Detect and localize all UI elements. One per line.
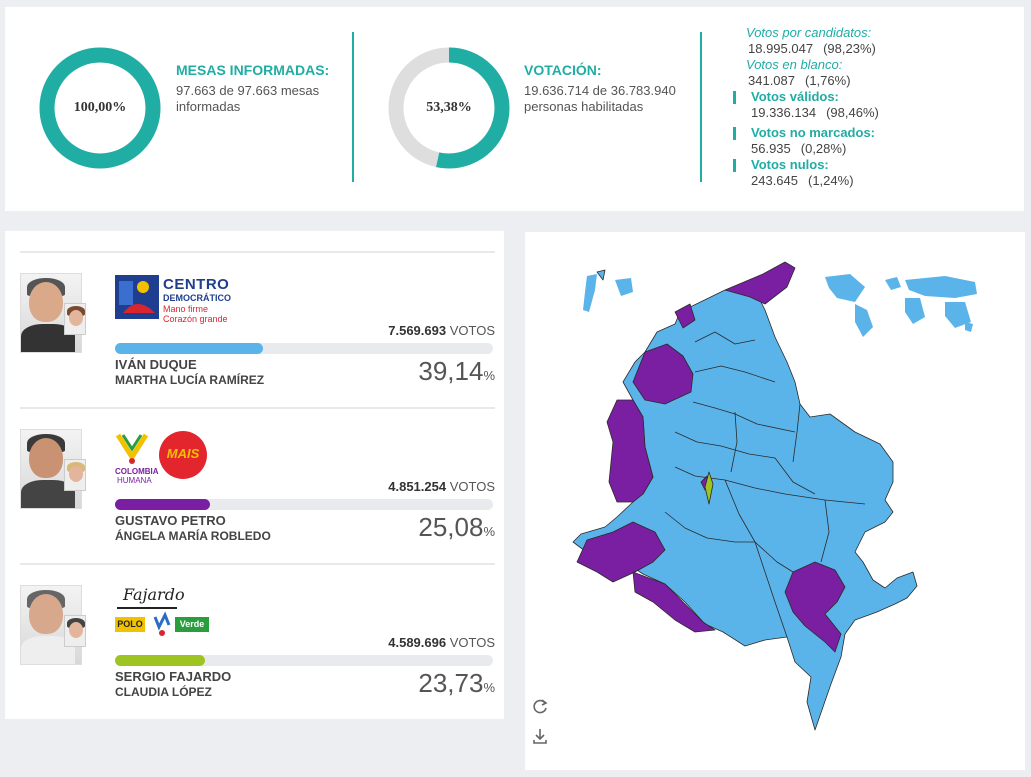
colombia-humana-logo	[115, 433, 149, 464]
candidate-photo	[20, 429, 82, 509]
candidate-card-duque[interactable]: CENTRO DEMOCRÁTICO Mano firme Corazón gr…	[20, 251, 495, 407]
mesas-text-line1: 97.663 de 97.663 mesas	[176, 83, 320, 98]
party-logos-fajardo: Fajardo POLO Verde	[115, 585, 315, 643]
verde-logo: Verde	[175, 617, 209, 632]
vote-breakdown: Votos por candidatos: 18.995.047 (98,23%)…	[733, 25, 993, 189]
votos-nomarcados-pct: (0,28%)	[800, 141, 847, 156]
refresh-icon[interactable]	[531, 698, 549, 716]
votos-nomarcados-value: 56.935 (0,28%)	[733, 141, 993, 157]
party-slogan2: Corazón grande	[163, 314, 228, 324]
votos-validos-value: 19.336.134 (98,46%)	[733, 105, 993, 121]
votos-nulos-value: 243.645 (1,24%)	[733, 173, 993, 189]
vote-share-bar	[115, 343, 493, 354]
vice-name: CLAUDIA LÓPEZ	[115, 685, 212, 699]
candidate-photo	[20, 273, 82, 353]
vice-name: MARTHA LUCÍA RAMÍREZ	[115, 373, 265, 387]
world-inset-map	[583, 274, 977, 337]
votos-candidatos-label: Votos por candidatos:	[746, 25, 872, 40]
votos-nulos-label: Votos nulos:	[733, 157, 993, 173]
votos-nomarcados-num: 56.935	[751, 141, 791, 156]
votos-candidatos-value: 18.995.047 (98,23%)	[733, 41, 993, 57]
hand-logo-icon	[153, 611, 171, 636]
candidate-photo	[20, 585, 82, 665]
colombia-map[interactable]	[525, 232, 1025, 770]
mesas-title: MESAS INFORMADAS:	[176, 62, 330, 78]
votos-blanco-num: 341.087	[748, 73, 795, 88]
vice-photo	[64, 615, 86, 647]
vice-photo	[64, 303, 86, 335]
vote-share-fill	[115, 499, 210, 510]
candidate-name: SERGIO FAJARDO	[115, 669, 232, 684]
vote-share-fill	[115, 655, 205, 666]
candidate-name: IVÁN DUQUE	[115, 357, 197, 372]
party-logos-colombia-humana-mais: COLOMBIA HUMANA MAIS	[115, 429, 315, 487]
votos-blanco-pct: (1,76%)	[805, 73, 851, 88]
candidate-name: GUSTAVO PETRO	[115, 513, 226, 528]
party-name-line1: CENTRO	[163, 276, 230, 293]
votos-validos-label: Votos válidos:	[733, 89, 993, 105]
votos-validos-num: 19.336.134	[751, 105, 817, 120]
vote-share-bar	[115, 499, 493, 510]
candidate-card-fajardo[interactable]: Fajardo POLO Verde 4.589.696 VOTOS SERGI…	[20, 563, 495, 719]
mais-logo-text: MAIS	[166, 446, 200, 461]
candidate-votes: 4.851.254 VOTOS	[388, 479, 495, 494]
votos-nulos-num: 243.645	[751, 173, 798, 188]
votos-nomarcados-label: Votos no marcados:	[733, 125, 993, 141]
candidates-panel: CENTRO DEMOCRÁTICO Mano firme Corazón gr…	[5, 231, 504, 719]
mesas-ring-value: 100,00%	[73, 100, 127, 115]
votos-nulos-pct: (1,24%)	[808, 173, 854, 188]
vote-share-fill	[115, 343, 263, 354]
mesas-ring-chart: 100,00%	[39, 47, 161, 169]
votacion-text-line1: 19.636.714 de 36.783.940	[524, 83, 676, 98]
votos-candidatos-pct: (98,23%)	[823, 41, 876, 56]
party-name-line1: COLOMBIA	[115, 467, 159, 476]
party-name-line2: DEMOCRÁTICO	[163, 293, 231, 303]
votos-blanco-value: 341.087 (1,76%)	[733, 73, 993, 89]
fajardo-signature: Fajardo	[123, 585, 185, 604]
votos-candidatos-num: 18.995.047	[748, 41, 814, 56]
vote-share-bar	[115, 655, 493, 666]
polo-logo: POLO	[115, 617, 145, 632]
votos-validos-pct: (98,46%)	[826, 105, 879, 120]
votacion-text-line2: personas habilitadas	[524, 99, 644, 114]
divider	[700, 32, 702, 182]
candidate-percent: 25,08%	[418, 512, 495, 542]
votacion-ring-chart: 53,38%	[388, 47, 510, 169]
candidate-card-petro[interactable]: COLOMBIA HUMANA MAIS 4.851.254 VOTOS GUS…	[20, 407, 495, 563]
party-name-line2: HUMANA	[117, 476, 152, 485]
candidate-votes: 7.569.693 VOTOS	[388, 323, 495, 338]
candidate-votes: 4.589.696 VOTOS	[388, 635, 495, 650]
votos-blanco-label: Votos en blanco:	[746, 57, 843, 72]
download-icon[interactable]	[531, 727, 549, 745]
results-map-panel	[525, 232, 1025, 770]
party-logo-centro-democratico: CENTRO DEMOCRÁTICO Mano firme Corazón gr…	[115, 273, 315, 331]
candidate-percent: 39,14%	[418, 356, 495, 386]
vice-photo	[64, 459, 86, 491]
divider	[352, 32, 354, 182]
mais-logo: MAIS	[159, 431, 207, 479]
votacion-ring-value: 53,38%	[426, 100, 472, 115]
results-summary-panel: 100,00% MESAS INFORMADAS: 97.663 de 97.6…	[5, 7, 1024, 211]
candidate-percent: 23,73%	[418, 668, 495, 698]
party-slogan1: Mano firme	[163, 304, 209, 314]
mesas-text-line2: informadas	[176, 99, 241, 114]
vice-name: ÁNGELA MARÍA ROBLEDO	[115, 529, 271, 543]
votacion-title: VOTACIÓN:	[524, 62, 602, 78]
